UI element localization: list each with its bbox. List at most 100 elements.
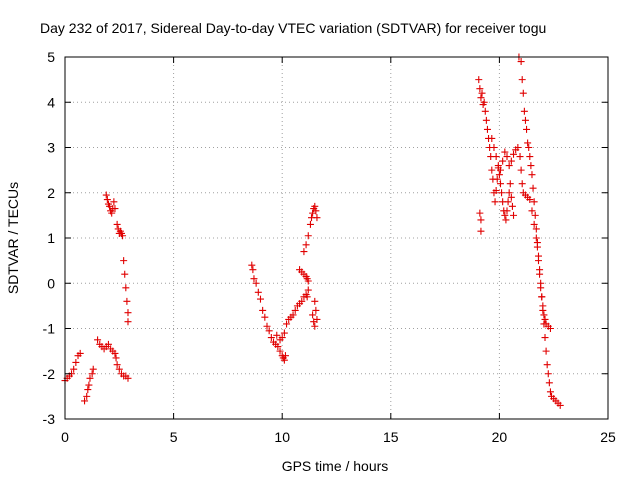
data-point [556, 401, 564, 409]
data-point [309, 311, 317, 319]
series-segment-3 [94, 336, 132, 382]
data-point [263, 322, 271, 330]
data-point [521, 116, 529, 124]
data-point [248, 261, 256, 269]
data-point [254, 288, 262, 296]
data-point [76, 349, 84, 357]
data-point [505, 162, 513, 170]
data-point [311, 297, 319, 305]
data-point [490, 144, 498, 151]
data-point [507, 193, 515, 201]
x-tick-label: 20 [492, 429, 508, 445]
data-points [61, 53, 564, 409]
data-point [525, 144, 533, 151]
data-point [492, 186, 500, 194]
axis-ticks: 0 5 10 15 20 25 -3 -2 -1 0 1 2 3 4 5 [43, 49, 616, 445]
series-segment-4 [102, 191, 132, 326]
data-point [303, 293, 311, 301]
data-point [492, 153, 500, 161]
series-segment-11 [476, 209, 485, 235]
y-tick-label: -3 [43, 411, 56, 427]
data-point [302, 241, 310, 249]
data-point [531, 211, 539, 219]
data-point [113, 361, 121, 369]
series-segment-8 [300, 202, 321, 256]
data-point [113, 220, 121, 228]
data-point [280, 356, 288, 364]
data-point [528, 171, 536, 179]
y-tick-label: 1 [47, 230, 55, 246]
data-point [475, 76, 483, 84]
series-segment-7 [296, 266, 312, 285]
data-point [510, 150, 518, 158]
data-point [517, 58, 525, 66]
data-point [124, 318, 132, 326]
data-point [537, 284, 545, 292]
data-point [523, 125, 531, 133]
data-point [482, 116, 490, 124]
data-point [306, 220, 314, 228]
series-segment-6 [273, 286, 312, 344]
data-point [83, 392, 91, 400]
data-point [481, 107, 489, 115]
series-segment-12 [488, 134, 522, 174]
data-point [249, 266, 257, 274]
series-segment-2 [81, 365, 97, 405]
data-point [304, 277, 312, 285]
data-point [546, 388, 554, 396]
data-point [539, 302, 547, 310]
data-point [498, 189, 506, 197]
data-point [102, 191, 110, 199]
data-point [516, 153, 524, 161]
data-point [119, 232, 127, 240]
x-axis-label: GPS time / hours [282, 458, 389, 474]
data-point [273, 331, 281, 339]
y-tick-label: 5 [47, 49, 55, 65]
data-point [111, 349, 119, 357]
data-point [518, 180, 526, 188]
data-point [311, 322, 319, 330]
data-point [530, 220, 538, 228]
data-point [503, 207, 511, 215]
data-point [517, 166, 525, 174]
data-point [278, 334, 286, 342]
data-point [304, 286, 312, 294]
data-point [298, 297, 306, 305]
data-point [115, 365, 123, 373]
data-point [542, 347, 550, 355]
data-point [121, 270, 129, 278]
data-point [103, 196, 111, 204]
data-point [291, 306, 299, 314]
data-point [312, 306, 320, 314]
data-point [304, 232, 312, 240]
data-point [313, 315, 321, 323]
data-point [313, 214, 321, 222]
data-point [528, 207, 536, 215]
data-point [496, 180, 504, 188]
series-segment-9 [309, 297, 321, 330]
data-point [477, 227, 485, 235]
data-point [499, 157, 507, 165]
data-point [495, 171, 503, 179]
data-point [110, 198, 118, 206]
data-point [532, 225, 540, 233]
data-point [94, 336, 102, 344]
data-point [536, 270, 544, 278]
data-point [89, 365, 97, 373]
data-point [494, 162, 502, 170]
data-point [123, 297, 131, 305]
data-point [541, 315, 549, 323]
x-tick-label: 10 [274, 429, 290, 445]
data-point [520, 107, 528, 115]
data-point [503, 153, 511, 161]
data-point [250, 275, 258, 283]
data-point [300, 248, 308, 256]
data-point [483, 125, 491, 133]
data-point [532, 234, 540, 242]
data-point [124, 374, 132, 382]
data-point [122, 284, 130, 292]
data-point [502, 216, 510, 224]
data-point [480, 98, 488, 106]
data-point [546, 325, 554, 332]
data-point [510, 211, 518, 219]
